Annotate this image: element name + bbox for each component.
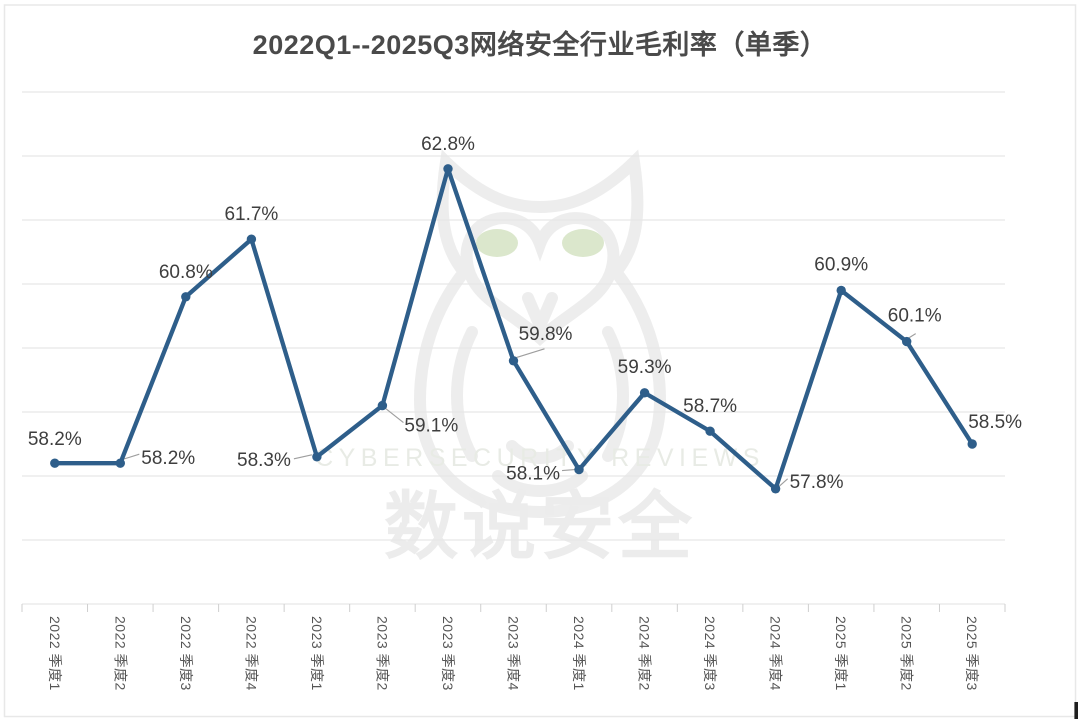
data-label: 58.2% [28,429,82,450]
label-leader-line [123,453,140,460]
data-point [115,458,126,468]
data-label: 59.8% [519,324,573,345]
label-leader-line [515,348,545,359]
data-point [50,458,60,468]
data-label: 59.1% [404,416,458,437]
data-point [574,464,584,475]
x-axis-label: 2023 季度4 [506,616,522,691]
data-label: 58.3% [237,450,291,471]
label-leader-line [384,407,404,424]
chart-title: 2022Q1--2025Q3网络安全行业毛利率（单季） [252,30,828,60]
x-axis-label: 2025 季度3 [964,616,980,691]
data-point [246,234,257,244]
data-label: 58.1% [506,464,560,485]
data-point [705,426,715,436]
x-axis-label: 2024 季度1 [571,616,587,691]
x-axis-label: 2023 季度3 [440,616,456,691]
x-axis-label: 2022 季度4 [243,616,259,691]
data-label: 59.3% [618,357,672,378]
data-point [443,164,453,174]
chart-frame-border [3,4,1077,718]
data-label: 60.8% [159,262,213,283]
x-axis-label: 2023 季度2 [374,616,390,691]
x-axis-label: 2024 季度2 [637,616,653,691]
x-axis-label: 2022 季度2 [112,616,128,691]
x-axis-label: 2025 季度1 [833,616,849,691]
data-label: 61.7% [224,204,278,225]
label-leader-line [293,454,313,460]
watermark-text-cn: 数说安全 [384,485,696,568]
data-label: 58.2% [141,448,195,469]
x-axis-label: 2022 季度3 [178,616,194,691]
data-point [508,356,519,366]
scrollbar-thumb[interactable] [1074,702,1078,719]
label-leader-line [561,469,576,472]
x-axis-label: 2025 季度2 [899,616,915,691]
data-point [967,439,977,449]
x-axis-label: 2024 季度3 [702,616,718,691]
data-point [377,400,388,411]
data-point [770,484,781,494]
data-point [639,388,650,398]
x-axis-label: 2023 季度1 [309,616,325,691]
data-label: 58.7% [683,396,737,417]
data-label: 62.8% [421,134,475,155]
x-axis-label: 2022 季度1 [47,616,63,691]
data-label: 60.1% [888,306,942,327]
data-label: 58.5% [968,412,1022,433]
x-axis-label: 2024 季度4 [768,616,784,691]
label-leader-line [778,478,788,488]
data-point [836,285,846,296]
data-point [312,452,322,462]
data-label: 57.8% [790,472,844,493]
data-label: 60.9% [814,254,868,275]
data-point [181,292,191,302]
watermark-text-en: CYBERSECURITY REVIEWS [315,444,765,472]
data-point [902,336,912,347]
